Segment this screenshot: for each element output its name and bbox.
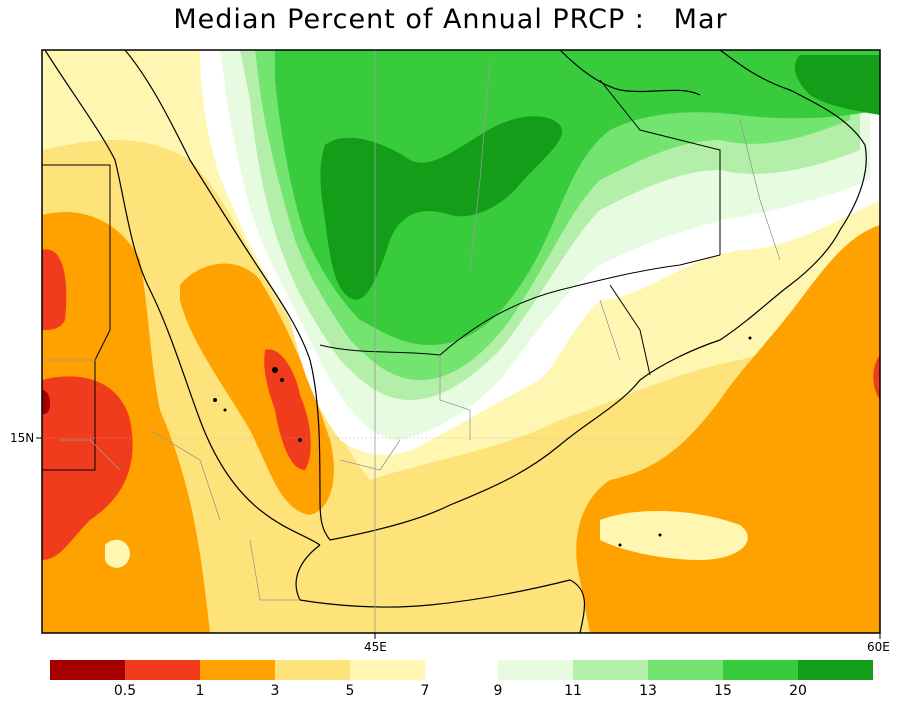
colorbar-label-1: 1: [195, 683, 205, 699]
field-band-1-southwest: [42, 376, 133, 560]
colorbar-label-4: 7: [420, 683, 430, 699]
field-band-1-west: [42, 249, 67, 330]
colorbar-label-0: 0.5: [113, 683, 137, 699]
colorbar-bin-2: [200, 660, 275, 680]
colorbar-label-2: 3: [270, 683, 280, 699]
border-saudi-oman: [599, 79, 721, 255]
field-island-southwest: [105, 539, 130, 568]
colorbar-label-8: 15: [714, 683, 732, 699]
coastline-red-sea-east: [124, 50, 331, 541]
map-title: Median Percent of Annual PRCP : Mar: [173, 4, 728, 35]
admin-borders: [42, 50, 781, 633]
border-oman-yemen: [609, 284, 651, 376]
coastline-gulf: [559, 50, 701, 96]
field-band-20-east: [794, 55, 880, 115]
colorbar-bin-8: [723, 660, 798, 680]
map-frame: [41, 49, 881, 634]
lon-label-45e: 45E: [364, 640, 387, 654]
colorbar-label-5: 9: [493, 683, 503, 699]
field-band-0.5: [42, 390, 50, 415]
colorbar-bin-3: [275, 660, 350, 680]
colorbar-bin-4: [350, 660, 425, 680]
colorbar-bin-9: [798, 660, 873, 680]
precip-field: [42, 50, 880, 633]
colorbar-label-3: 5: [345, 683, 355, 699]
colorbar-label-9: 20: [789, 683, 807, 699]
border-sudan: [42, 164, 111, 471]
lat-label-15n: 15N: [10, 431, 35, 445]
colorbar-bin-1: [125, 660, 200, 680]
islands: [213, 336, 752, 547]
coastline-horn: [295, 544, 586, 633]
field-band-15: [275, 50, 880, 345]
colorbar-bin-0: [50, 660, 125, 680]
coastline-oman: [719, 50, 867, 231]
colorbar-label-6: 11: [564, 683, 582, 699]
colorbar-label-7: 13: [639, 683, 657, 699]
border-saudi-yemen: [319, 254, 721, 356]
colorbar-bin-6: [573, 660, 648, 680]
coastline-red-sea-west: [44, 50, 321, 546]
field-island-east: [600, 510, 748, 560]
colorbar-bin-7: [648, 660, 723, 680]
field-band-20: [320, 116, 562, 300]
lon-label-60e: 60E: [867, 640, 890, 654]
colorbar-bin-5: [498, 660, 573, 680]
field-band-1-east: [873, 355, 880, 400]
coastline-arabia-south: [329, 229, 841, 541]
